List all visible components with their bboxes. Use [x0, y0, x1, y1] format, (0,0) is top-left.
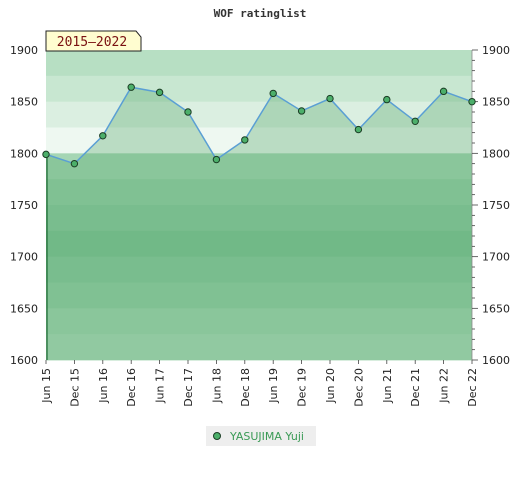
data-point[interactable] — [383, 95, 391, 104]
data-point[interactable] — [354, 125, 363, 134]
y-tick-label-left: 1750 — [10, 199, 38, 212]
background-band — [46, 179, 472, 206]
y-tick-label-left: 1850 — [10, 96, 38, 109]
x-tick-label: Jun 16 — [97, 368, 110, 404]
x-axis-labels: Jun 15 Dec 15 Jun 16 Dec 16 Jun 17 Dec 17 Jun … — [40, 368, 479, 407]
background-band — [46, 101, 472, 128]
data-point[interactable] — [42, 150, 50, 159]
legend-marker-icon — [213, 432, 221, 440]
data-point[interactable] — [297, 107, 306, 115]
data-point[interactable] — [155, 88, 164, 97]
data-point[interactable] — [241, 136, 249, 144]
x-tick-label: Jun 18 — [210, 368, 223, 404]
background-band — [46, 256, 472, 283]
background-band — [46, 334, 472, 361]
y-tick-label-right: 1600 — [482, 354, 510, 367]
y-tick-label-right: 1700 — [482, 251, 510, 264]
area-layer — [46, 86, 472, 360]
period-badge-label: 2015–2022 — [57, 35, 127, 50]
x-tick-label: Dec 19 — [296, 368, 309, 407]
x-tick-label: Dec 18 — [239, 368, 252, 407]
background-band — [46, 282, 472, 309]
y-tick-label-right: 1850 — [482, 96, 510, 109]
x-tick-label: Jun 17 — [154, 368, 167, 404]
background-band — [46, 205, 472, 232]
data-point[interactable] — [212, 155, 221, 164]
data-point[interactable] — [99, 132, 107, 140]
background-band — [46, 50, 472, 77]
series-area — [46, 87, 472, 360]
data-point[interactable] — [70, 159, 79, 168]
x-tick-label: Jun 15 — [40, 368, 53, 404]
data-point[interactable] — [269, 89, 277, 98]
x-tick-label: Jun 20 — [324, 368, 337, 404]
x-tick-label: Jun 22 — [438, 368, 451, 404]
x-tick-label: Dec 15 — [68, 368, 81, 407]
y-axis-left-labels: 1600 1650 1700 1750 1800 1850 1900 — [10, 44, 38, 367]
x-tick-label: Dec 17 — [182, 368, 195, 407]
y-tick-label-left: 1900 — [10, 44, 38, 57]
chart-title: WOF ratinglist — [214, 7, 307, 20]
data-point[interactable] — [184, 108, 192, 116]
data-point[interactable] — [468, 97, 476, 106]
x-tick-label: Dec 16 — [125, 368, 138, 407]
data-point[interactable] — [439, 87, 448, 96]
legend-box — [206, 426, 316, 446]
x-tick-label: Dec 20 — [352, 368, 365, 407]
data-markers — [42, 83, 476, 168]
x-tick-label: Dec 21 — [409, 368, 422, 407]
y-tick-label-left: 1700 — [10, 251, 38, 264]
y-tick-label-left: 1800 — [10, 147, 38, 160]
y-tick-label-right: 1800 — [482, 147, 510, 160]
data-point[interactable] — [127, 83, 135, 91]
legend-entry-label: YASUJIMA Yuji — [229, 430, 304, 443]
background-band — [46, 75, 472, 103]
period-badge: 2015–2022 — [45, 30, 142, 52]
y-axis-right-labels: 1600 1650 1700 1750 1800 1850 1900 — [482, 44, 510, 367]
y-tick-label-left: 1650 — [10, 302, 38, 315]
background-band — [46, 153, 472, 180]
background-bands — [46, 50, 472, 361]
x-tick-label: Dec 22 — [466, 368, 479, 407]
data-point[interactable] — [326, 94, 334, 103]
background-band — [46, 308, 472, 335]
y-tick-label-left: 1600 — [10, 354, 38, 367]
background-band — [46, 127, 472, 154]
background-band — [46, 230, 472, 258]
y-tick-label-right: 1650 — [482, 302, 510, 315]
legend[interactable]: YASUJIMA Yuji — [206, 426, 316, 446]
series-line — [46, 86, 472, 165]
data-point[interactable] — [411, 117, 419, 126]
x-tick-label: Jun 21 — [381, 368, 394, 404]
y-tick-label-right: 1900 — [482, 44, 510, 57]
x-tick-label: Jun 19 — [267, 368, 280, 404]
y-tick-label-right: 1750 — [482, 199, 510, 212]
